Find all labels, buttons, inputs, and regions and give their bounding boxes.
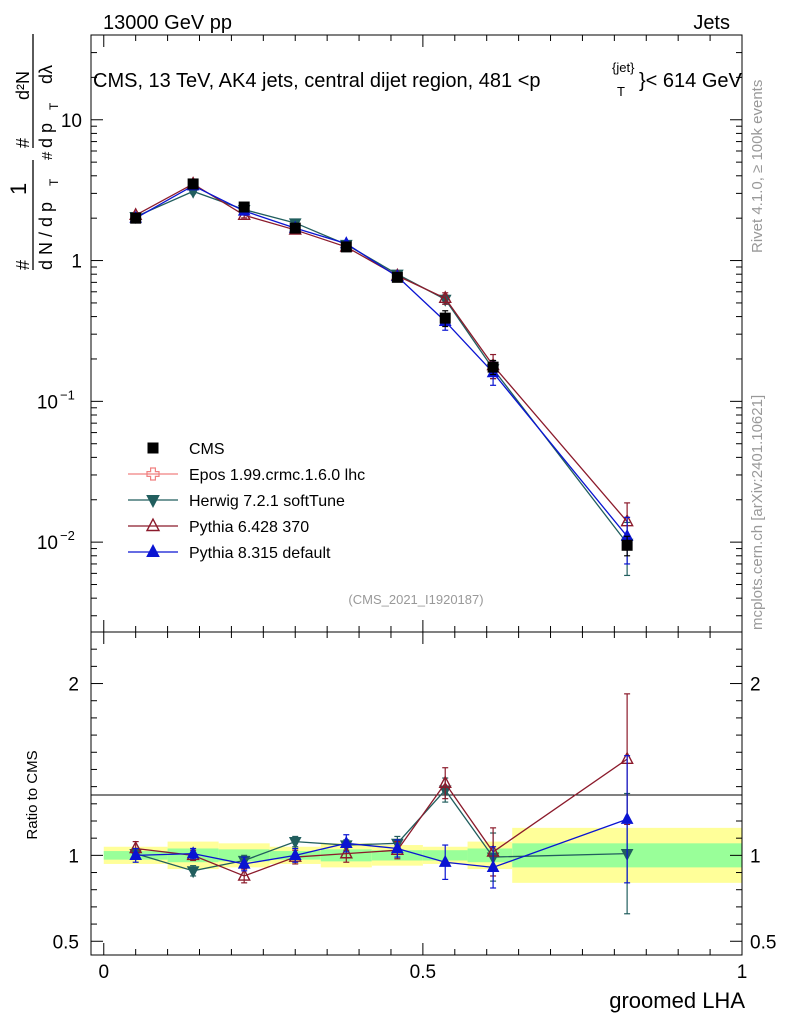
- plot-title: CMS, 13 TeV, AK4 jets, central dijet reg…: [93, 70, 541, 92]
- legend-label: Pythia 8.315 default: [189, 545, 331, 562]
- ratio-y-tick-label-left: 0.5: [53, 932, 79, 953]
- main-y-tick-label: 10: [61, 111, 82, 132]
- rivet-version-label: Rivet 4.1.0, ≥ 100k events: [749, 80, 766, 253]
- legend-label: CMS: [189, 441, 225, 458]
- ratio-data-point: [186, 846, 200, 859]
- main-series-cms: [130, 178, 633, 557]
- legend-marker: [147, 442, 159, 454]
- ratio-data-point: [339, 845, 353, 859]
- ylabel-dn-dpt: d N / d p: [36, 202, 56, 270]
- main-data-point: [130, 212, 142, 224]
- ratio-y-axis-label: Ratio to CMS: [24, 750, 41, 839]
- main-y-axis-label: # 1 d N / d p T # d²N d p T dλ #: [6, 34, 61, 270]
- legend-label: Pythia 6.428 370: [189, 519, 309, 536]
- legend-item: CMS: [147, 441, 225, 458]
- main-y-tick-exponent: −2: [60, 528, 75, 543]
- main-data-point: [438, 290, 452, 304]
- legend-label: Herwig 7.2.1 softTune: [189, 493, 345, 510]
- main-data-point: [187, 178, 199, 190]
- ratio-panel-frame: [90, 631, 743, 956]
- ylabel-hash-3: #: [39, 151, 56, 160]
- ratio-y-tick-label-left: 2: [68, 675, 79, 696]
- ylabel-t-sub-1: T: [47, 178, 61, 186]
- x-tick-label: 1: [737, 962, 748, 983]
- main-data-point: [391, 271, 403, 283]
- main-y-tick-label: 10: [37, 533, 58, 554]
- main-data-point: [340, 241, 352, 253]
- x-axis-label: groomed LHA: [609, 988, 745, 1013]
- x-tick-label: 0: [98, 962, 109, 983]
- ratio-data-point: [288, 847, 302, 860]
- main-y-tick-exponent: −1: [60, 387, 75, 402]
- ratio-data-point: [129, 847, 143, 860]
- plot-title-end: }< 614 GeV: [639, 70, 743, 92]
- ratio-y-tick-label-right: 1: [750, 846, 761, 867]
- ratio-y-tick-label-right: 0.5: [750, 932, 776, 953]
- main-data-point: [238, 201, 250, 213]
- ratio-data-point: [288, 836, 302, 850]
- main-data-point: [487, 361, 499, 373]
- mcplots-label: mcplots.cern.ch [arXiv:2401.10621]: [749, 395, 766, 630]
- main-data-point: [621, 539, 633, 551]
- category-label: Jets: [693, 12, 730, 34]
- ratio-data-point: [237, 868, 251, 881]
- plot-title-subscript: T: [617, 84, 625, 99]
- ratio-y-tick-labels: 0.5 0.5 1 1 2 2: [53, 675, 777, 954]
- ylabel-dpt: d p: [36, 123, 56, 148]
- main-axis-ticks: [91, 34, 743, 632]
- ylabel-hash-1: #: [13, 260, 33, 270]
- legend-marker: [145, 517, 161, 532]
- ratio-series-layer: [129, 693, 634, 915]
- ratio-data-point: [438, 775, 452, 789]
- ratio-axis-ticks: [91, 632, 743, 955]
- ylabel-one: 1: [6, 183, 31, 195]
- x-tick-label: 0.5: [410, 962, 436, 983]
- ratio-series-pythia-8-315-default: [129, 755, 634, 889]
- ratio-data-point: [438, 854, 452, 867]
- legend-item: Epos 1.99.crmc.1.6.0 lhc: [128, 467, 365, 484]
- legend-marker: [146, 544, 160, 557]
- legend-marker: [146, 495, 160, 508]
- main-panel-frame: [90, 34, 743, 633]
- ratio-y-tick-label-left: 1: [68, 846, 79, 867]
- main-data-point: [289, 222, 301, 234]
- main-data-point: [439, 312, 451, 324]
- legend-label: Epos 1.99.crmc.1.6.0 lhc: [189, 467, 365, 484]
- ratio-data-point: [391, 841, 404, 854]
- ratio-data-point: [486, 859, 500, 873]
- ratio-data-point: [339, 835, 353, 848]
- main-series-herwig-7-2-1-softtune: [129, 186, 634, 577]
- ratio-data-point: [186, 866, 200, 879]
- ratio-y-tick-label-right: 2: [750, 675, 761, 696]
- main-y-tick-label: 10: [37, 392, 58, 413]
- legend-item: Pythia 8.315 default: [128, 544, 331, 562]
- analysis-id: (CMS_2021_I1920187): [348, 592, 483, 607]
- main-series-layer: [129, 176, 634, 577]
- ylabel-dlambda: dλ: [36, 65, 56, 84]
- main-series-line: [135, 190, 628, 544]
- ylabel-d2n: d²N: [13, 71, 33, 100]
- ylabel-hash-2: #: [13, 138, 33, 148]
- legend: CMS Epos 1.99.crmc.1.6.0 lhc Herwig 7.2.1 …: [128, 441, 365, 562]
- legend-item: Pythia 6.428 370: [128, 517, 309, 536]
- x-tick-labels: 0 0.5 1: [98, 962, 747, 983]
- main-y-tick-label: 1: [71, 252, 82, 273]
- ratio-data-point: [237, 856, 251, 869]
- collision-label: 13000 GeV pp: [103, 12, 232, 34]
- ratio-data-point: [620, 811, 634, 824]
- plot-title-superscript: {jet}: [612, 60, 635, 75]
- ylabel-t-sub-2: T: [47, 102, 61, 110]
- legend-marker: [146, 467, 160, 481]
- legend-item: Herwig 7.2.1 softTune: [128, 493, 345, 510]
